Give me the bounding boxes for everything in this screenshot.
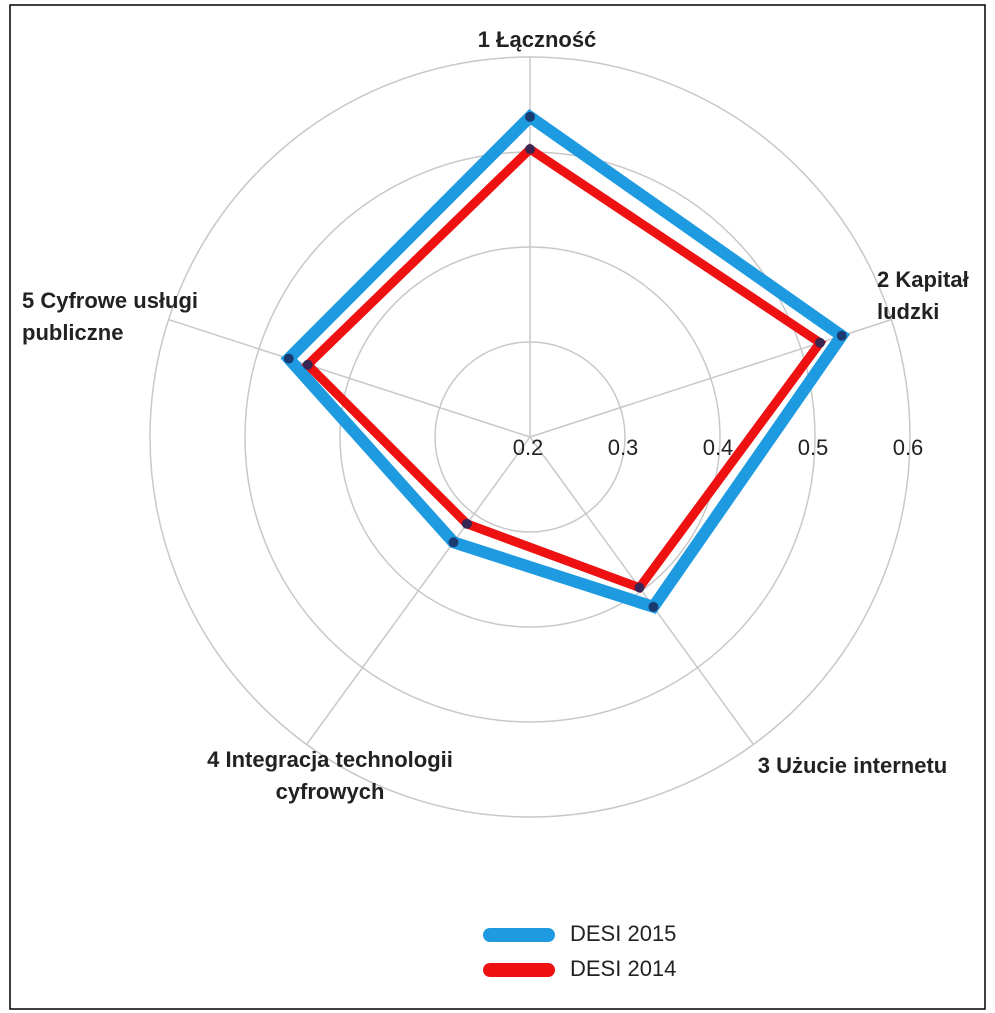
r-tick-label: 0.6 xyxy=(893,435,924,460)
r-tick-label: 0.5 xyxy=(798,435,829,460)
category-label: 3 Użucie internetu xyxy=(757,753,948,778)
category-label: 4 Integracja technologii cyfrowych xyxy=(207,747,453,804)
frame xyxy=(9,4,986,1010)
marker xyxy=(648,601,659,612)
marker xyxy=(302,359,313,370)
spoke xyxy=(168,318,531,438)
category-label: 1 Łączność xyxy=(477,27,597,52)
r-tick-label: 0.4 xyxy=(703,435,734,460)
spoke xyxy=(306,436,531,745)
marker xyxy=(815,337,826,348)
marker xyxy=(283,353,294,364)
legend-label: DESI 2014 xyxy=(570,956,676,981)
marker xyxy=(836,330,847,341)
series-line xyxy=(301,143,827,594)
marker xyxy=(525,144,535,155)
spoke xyxy=(529,318,892,438)
category-label: 2 Kapitał ludzki xyxy=(877,267,969,324)
category-label: 5 Cyfrowe usługi publiczne xyxy=(22,288,199,345)
marker xyxy=(634,582,645,593)
legend-label: DESI 2015 xyxy=(570,921,676,946)
r-tick-label: 0.2 xyxy=(513,435,544,460)
marker xyxy=(461,518,472,529)
marker xyxy=(525,111,535,122)
series-line xyxy=(280,109,851,614)
marker xyxy=(448,537,459,548)
r-tick-label: 0.3 xyxy=(608,435,639,460)
